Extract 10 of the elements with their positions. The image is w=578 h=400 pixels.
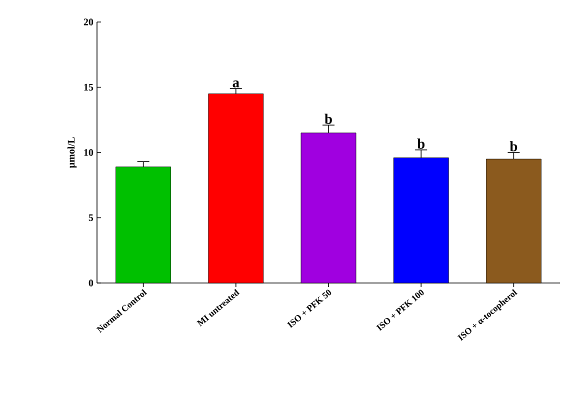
annotation: b <box>510 141 518 152</box>
y-tick-label: 5 <box>88 214 94 222</box>
annotation: b <box>324 114 332 124</box>
y-axis-title: μmol/L <box>68 137 77 168</box>
y-tick-label: 0 <box>88 280 94 286</box>
annotation: a <box>232 80 240 88</box>
y-tick-label: 10 <box>84 149 94 156</box>
annotation: b <box>417 138 425 149</box>
y-tick-label: 15 <box>84 84 94 91</box>
y-tick-label: 20 <box>84 18 94 26</box>
